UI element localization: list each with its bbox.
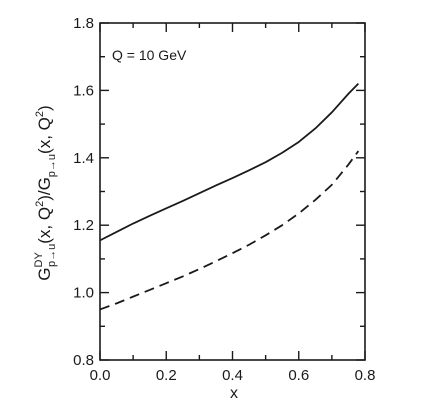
plot-frame [99,22,366,361]
y-label-mid2: )/G [35,177,54,201]
annotation-text: Q = 10 GeV [112,47,187,63]
y-tick-label: 1.8 [73,15,94,32]
y-axis-label: GDYp→u(x, Q2)/Gp→u(x, Q2) [33,105,58,280]
series-line-dashed [99,150,360,311]
series-line-solid [99,83,360,242]
x-tick-label: 0.6 [288,367,309,384]
x-axis-label: x [230,385,238,402]
y-label-sup1: DY [33,252,45,268]
y-tick-label: 1.6 [73,82,94,99]
y-label-sub1: p→u [46,244,58,267]
y-label-sq: 2 [34,201,46,207]
x-tick-label: 0.2 [156,367,177,384]
y-tick-label: 1.0 [73,285,94,302]
y-tick-label: 1.2 [73,217,94,234]
y-label-main: G [35,267,54,280]
x-tick-label: 0.4 [222,367,243,384]
y-tick-label: 0.8 [73,352,94,369]
y-label-tail: ) [35,105,54,111]
ticks-layer [99,22,366,361]
series-layer [99,83,360,311]
x-tick-label: 0.8 [355,367,376,384]
y-label-sub2: p→u [46,154,58,177]
y-label-mid: (x, Q [35,207,54,244]
labels-layer: 0.0 0.2 0.4 0.6 0.8 0.8 1.0 1.2 1.4 1.6 1.8 [73,15,375,384]
y-label-sq2: 2 [34,111,46,117]
y-tick-label: 1.4 [73,150,94,167]
y-label-end: (x, Q [35,117,54,154]
x-tick-label: 0.0 [90,367,111,384]
